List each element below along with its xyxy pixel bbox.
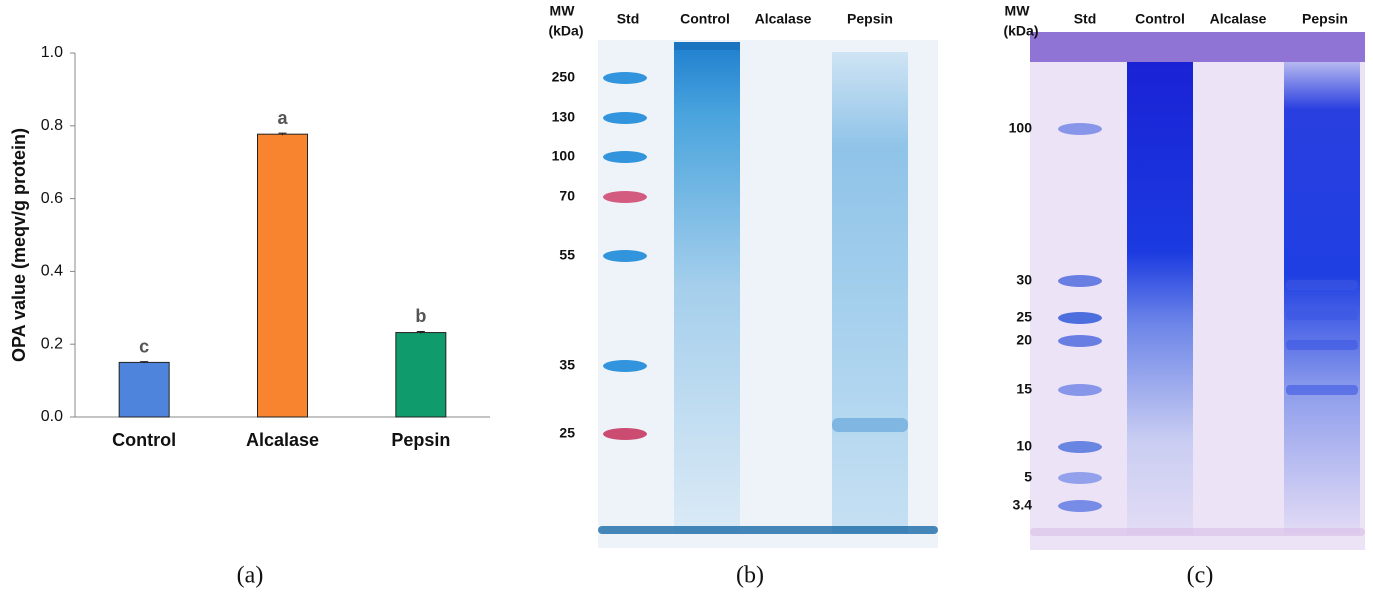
marker-label: 5 <box>1024 469 1032 485</box>
gel-dye-front <box>598 526 938 534</box>
bar <box>118 361 170 418</box>
y-tick-label: 0.6 <box>41 190 63 207</box>
bar <box>395 332 447 418</box>
mw-label: MW <box>1005 3 1031 19</box>
y-tick-label: 0.2 <box>41 335 63 352</box>
marker-band <box>603 191 647 203</box>
error-bar <box>416 330 425 334</box>
marker-band <box>1058 312 1102 324</box>
gel-top-band <box>1030 32 1365 62</box>
marker-label: 100 <box>552 148 576 164</box>
x-tick-label: Pepsin <box>391 430 450 450</box>
lane-label: Std <box>1074 11 1097 27</box>
panel-label: (c) <box>1187 563 1214 589</box>
mw-label: MW <box>550 3 576 19</box>
marker-label: 35 <box>559 357 575 373</box>
marker-band <box>1058 275 1102 287</box>
panel-label: (a) <box>237 563 264 589</box>
lane-label: Pepsin <box>847 11 893 27</box>
x-tick-label: Control <box>112 430 176 450</box>
gel-well-band <box>674 42 740 50</box>
y-tick-label: 0.0 <box>41 408 63 425</box>
marker-band <box>1058 384 1102 396</box>
marker-label: 25 <box>1016 309 1032 325</box>
lane-label: Alcalase <box>755 11 812 27</box>
significance-letter: a <box>277 108 288 128</box>
error-bar <box>278 132 287 136</box>
gel-lane <box>1284 62 1360 535</box>
bar <box>257 133 308 418</box>
marker-band <box>1058 472 1102 484</box>
marker-band <box>603 151 647 163</box>
marker-label: 250 <box>552 69 576 85</box>
gel-lane <box>832 52 908 533</box>
x-tick-label: Alcalase <box>246 430 319 450</box>
y-tick-label: 0.4 <box>41 263 63 280</box>
panel-label: (b) <box>736 563 764 589</box>
marker-label: 10 <box>1016 438 1032 454</box>
mw-unit: (kDa) <box>548 23 583 39</box>
marker-band <box>1058 123 1102 135</box>
marker-label: 15 <box>1016 381 1032 397</box>
error-bar <box>140 361 149 364</box>
marker-label: 130 <box>552 109 576 125</box>
y-tick-label: 1.0 <box>41 44 63 61</box>
lane-label: Control <box>680 11 730 27</box>
marker-label: 30 <box>1016 272 1032 288</box>
mw-unit: (kDa) <box>1003 23 1038 39</box>
marker-band <box>603 428 647 440</box>
marker-band <box>603 112 647 124</box>
marker-label: 25 <box>559 425 575 441</box>
marker-label: 20 <box>1016 332 1032 348</box>
marker-band <box>603 72 647 84</box>
gel-band <box>1286 385 1358 395</box>
marker-band <box>1058 335 1102 347</box>
marker-band <box>1058 441 1102 453</box>
marker-label: 55 <box>559 247 575 263</box>
marker-band <box>603 250 647 262</box>
marker-label: 3.4 <box>1013 497 1033 513</box>
lane-label: Alcalase <box>1210 11 1267 27</box>
gel-band <box>1286 310 1358 320</box>
gel-lane <box>1127 62 1193 535</box>
y-axis-label: OPA value (meqv/g protein) <box>9 128 29 362</box>
marker-band <box>603 360 647 372</box>
marker-label: 100 <box>1009 120 1033 136</box>
marker-label: 70 <box>559 188 575 204</box>
gel-band <box>1286 280 1358 290</box>
y-tick-label: 0.8 <box>41 117 63 134</box>
gel-band <box>832 418 908 432</box>
lane-label: Pepsin <box>1302 11 1348 27</box>
lane-label: Control <box>1135 11 1185 27</box>
gel-dye-front <box>1030 528 1365 536</box>
significance-letter: b <box>415 306 426 326</box>
marker-band <box>1058 500 1102 512</box>
gel-band <box>1286 340 1358 350</box>
gel-lane <box>674 42 740 533</box>
lane-label: Std <box>617 11 640 27</box>
significance-letter: c <box>139 336 149 356</box>
